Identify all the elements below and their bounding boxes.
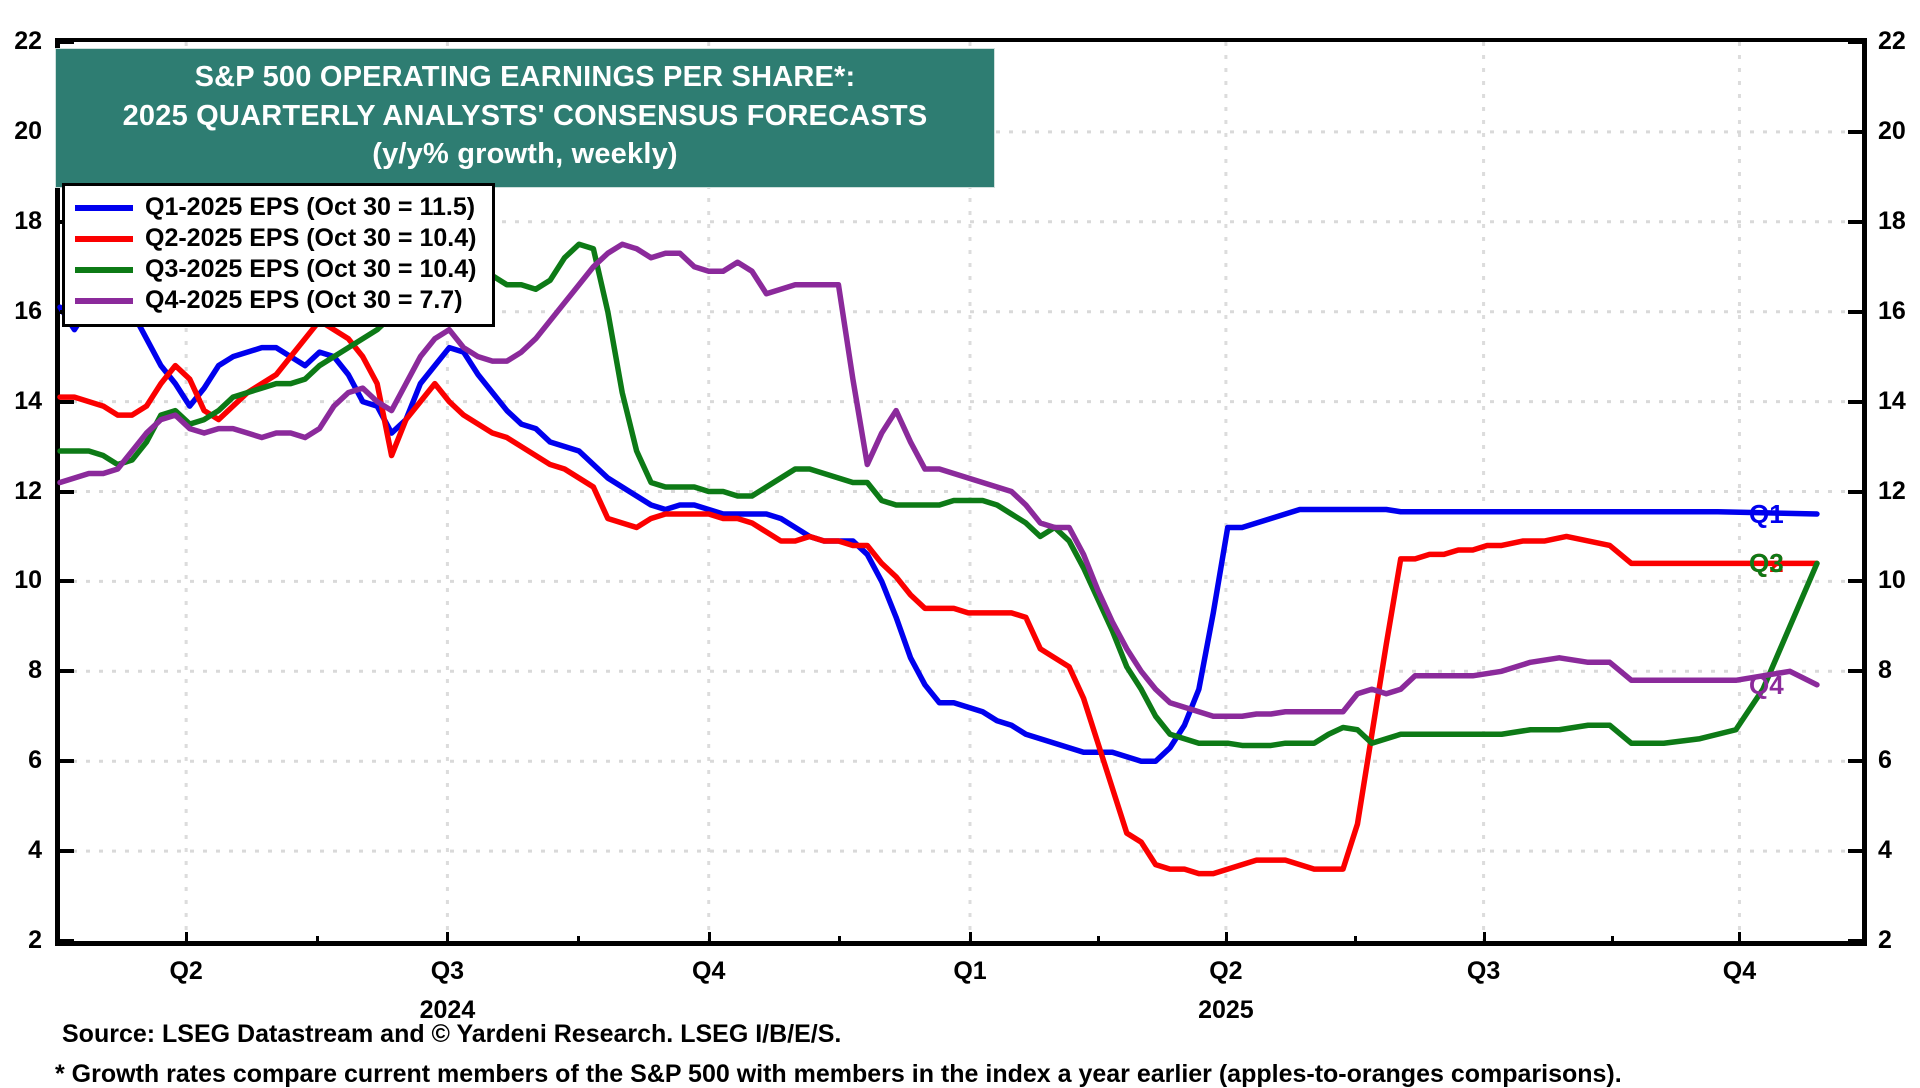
y-tick-mark-left	[60, 489, 74, 494]
y-tick-mark-right	[1848, 669, 1862, 674]
y-tick-mark-left	[60, 399, 74, 404]
y-tick-label-right-4: 4	[1878, 836, 1892, 865]
x-tick-mark	[1224, 932, 1228, 946]
y-tick-mark-left	[60, 669, 74, 674]
legend-item-q3[interactable]: Q3-2025 EPS (Oct 30 = 10.4)	[75, 254, 476, 285]
y-tick-mark-right	[1848, 219, 1862, 224]
x-tick-mark-minor	[1353, 936, 1357, 946]
legend-label-q2: Q2-2025 EPS (Oct 30 = 10.4)	[145, 224, 477, 252]
y-tick-label-right-6: 6	[1878, 746, 1892, 775]
x-tick-mark	[185, 932, 189, 946]
title-line-1: S&P 500 OPERATING EARNINGS PER SHARE*:	[194, 61, 856, 93]
y-tick-label-right-20: 20	[1878, 116, 1906, 145]
plot-wrapper	[55, 38, 1867, 946]
chart-legend: Q1-2025 EPS (Oct 30 = 11.5) Q2-2025 EPS (…	[62, 183, 496, 327]
legend-label-q1: Q1-2025 EPS (Oct 30 = 11.5)	[145, 193, 476, 221]
y-tick-label-left-22: 22	[14, 27, 42, 55]
x-tick-label-q4-6: Q4	[1722, 957, 1757, 985]
legend-item-q4[interactable]: Q4-2025 EPS (Oct 30 = 7.7)	[75, 285, 476, 316]
source-note: Source: LSEG Datastream and © Yardeni Re…	[62, 1020, 842, 1048]
title-line-2: 2025 QUARTERLY ANALYSTS' CONSENSUS FOREC…	[122, 99, 928, 132]
legend-label-q3: Q3-2025 EPS (Oct 30 = 10.4)	[145, 255, 477, 283]
y-tick-label-left-16: 16	[14, 296, 42, 325]
x-tick-label-q2-0: Q2	[169, 957, 203, 985]
x-tick-mark-minor	[838, 936, 842, 946]
y-tick-mark-right	[1848, 759, 1862, 764]
end-label-q3: Q3	[1749, 548, 1784, 579]
legend-item-q2[interactable]: Q2-2025 EPS (Oct 30 = 10.4)	[75, 223, 476, 254]
y-tick-label-right-2: 2	[1878, 926, 1892, 954]
legend-swatch-q3-icon	[75, 266, 133, 273]
y-tick-label-left-10: 10	[14, 566, 42, 595]
y-tick-label-left-4: 4	[28, 836, 42, 865]
x-tick-mark-minor	[1610, 936, 1614, 946]
y-tick-label-left-20: 20	[14, 116, 42, 145]
y-tick-mark-right	[1848, 939, 1862, 943]
chart-title-banner: S&P 500 OPERATING EARNINGS PER SHARE*: 2…	[55, 48, 995, 188]
y-tick-label-left-8: 8	[28, 656, 42, 685]
y-tick-mark-left	[60, 40, 74, 44]
x-axis-year-2024: 2024	[419, 996, 476, 1024]
x-axis-year-2025: 2025	[1198, 996, 1254, 1024]
y-tick-label-right-16: 16	[1878, 296, 1906, 325]
x-tick-mark	[1738, 932, 1742, 946]
y-tick-mark-left	[60, 579, 74, 584]
y-tick-label-left-18: 18	[14, 206, 42, 235]
y-tick-label-left-2: 2	[28, 926, 42, 954]
y-tick-mark-right	[1848, 129, 1862, 134]
y-tick-label-left-14: 14	[14, 386, 42, 415]
x-tick-label-q4-2: Q4	[692, 957, 726, 985]
x-tick-mark-minor	[315, 936, 319, 946]
x-tick-label-q3-5: Q3	[1466, 957, 1501, 985]
x-tick-label-q3-1: Q3	[430, 957, 465, 985]
y-tick-label-right-10: 10	[1878, 566, 1906, 595]
end-label-q2: Q2	[1749, 548, 1784, 579]
y-tick-label-right-22: 22	[1878, 27, 1906, 55]
y-tick-mark-left	[60, 939, 74, 943]
y-tick-label-right-14: 14	[1878, 386, 1906, 415]
y-tick-mark-right	[1848, 579, 1862, 584]
y-tick-mark-right	[1848, 849, 1862, 854]
x-tick-mark	[446, 932, 450, 946]
legend-swatch-q1-icon	[75, 204, 133, 211]
y-tick-mark-right	[1848, 399, 1862, 404]
x-tick-label-q2-4: Q2	[1209, 957, 1243, 985]
end-label-q4: Q4	[1749, 669, 1784, 700]
legend-swatch-q4-icon	[75, 297, 133, 304]
x-tick-mark	[707, 932, 711, 946]
legend-item-q1[interactable]: Q1-2025 EPS (Oct 30 = 11.5)	[75, 192, 476, 223]
x-tick-mark-minor	[1096, 936, 1100, 946]
legend-swatch-q2-icon	[75, 235, 133, 242]
x-tick-mark	[969, 932, 972, 946]
y-tick-label-left-12: 12	[14, 476, 42, 505]
y-tick-mark-right	[1848, 489, 1862, 494]
x-tick-mark	[1482, 932, 1486, 946]
y-tick-mark-left	[60, 759, 74, 764]
title-line-3: (y/y% growth, weekly)	[372, 138, 678, 171]
end-label-q1: Q1	[1749, 498, 1784, 529]
y-tick-label-left-6: 6	[28, 746, 42, 775]
x-tick-mark-minor	[577, 936, 581, 946]
y-tick-mark-left	[60, 849, 74, 854]
y-tick-label-right-12: 12	[1878, 476, 1906, 505]
growth-rate-note: * Growth rates compare current members o…	[55, 1060, 1622, 1088]
y-tick-label-right-8: 8	[1878, 656, 1892, 685]
y-tick-mark-right	[1848, 40, 1862, 44]
y-tick-mark-right	[1848, 309, 1862, 314]
legend-label-q4: Q4-2025 EPS (Oct 30 = 7.7)	[145, 286, 463, 314]
x-tick-label-q1-3: Q1	[953, 957, 987, 985]
y-tick-label-right-18: 18	[1878, 206, 1906, 235]
